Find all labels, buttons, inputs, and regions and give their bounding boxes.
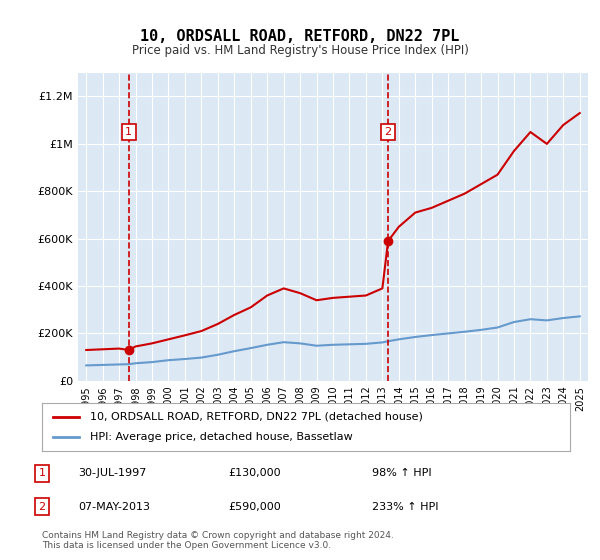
Text: 10, ORDSALL ROAD, RETFORD, DN22 7PL: 10, ORDSALL ROAD, RETFORD, DN22 7PL [140, 29, 460, 44]
Text: 1: 1 [38, 468, 46, 478]
Text: 30-JUL-1997: 30-JUL-1997 [78, 468, 146, 478]
Text: £590,000: £590,000 [228, 502, 281, 512]
Text: 98% ↑ HPI: 98% ↑ HPI [372, 468, 431, 478]
Text: 233% ↑ HPI: 233% ↑ HPI [372, 502, 439, 512]
Text: 2: 2 [38, 502, 46, 512]
Text: 1: 1 [125, 127, 132, 137]
Text: HPI: Average price, detached house, Bassetlaw: HPI: Average price, detached house, Bass… [89, 432, 352, 442]
Text: 10, ORDSALL ROAD, RETFORD, DN22 7PL (detached house): 10, ORDSALL ROAD, RETFORD, DN22 7PL (det… [89, 412, 422, 422]
Text: Price paid vs. HM Land Registry's House Price Index (HPI): Price paid vs. HM Land Registry's House … [131, 44, 469, 57]
Text: 07-MAY-2013: 07-MAY-2013 [78, 502, 150, 512]
Text: 2: 2 [385, 127, 392, 137]
Text: Contains HM Land Registry data © Crown copyright and database right 2024.
This d: Contains HM Land Registry data © Crown c… [42, 530, 394, 550]
Text: £130,000: £130,000 [228, 468, 281, 478]
